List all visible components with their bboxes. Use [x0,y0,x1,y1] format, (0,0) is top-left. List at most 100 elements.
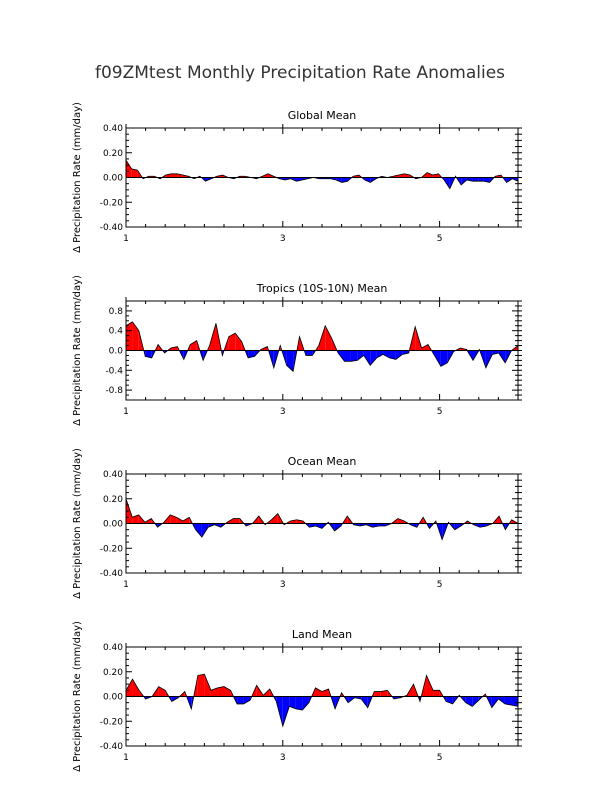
negative-anomaly-area [336,177,342,183]
x-tick-label: 5 [437,580,443,590]
positive-anomaly-area [235,333,242,351]
panel-1: -0.40 -0.20 0.00 0.20 0.40 1 3 5 Global Mean Δ Pr… [72,102,522,253]
x-tick-label: 3 [280,580,286,590]
x-tick-label: 5 [437,753,443,763]
negative-anomaly-area [243,696,251,704]
positive-anomaly-area [177,173,183,178]
y-tick-label: -0.4 [105,366,123,376]
negative-anomaly-area [478,177,484,182]
positive-anomaly-area [432,173,439,178]
negative-anomaly-area [376,350,384,358]
y-tick-label: 0.40 [103,124,123,134]
negative-anomaly-area [472,177,479,182]
y-tick-label: -0.20 [100,717,124,727]
negative-anomaly-area [454,523,462,530]
positive-anomaly-area [397,518,405,524]
y-axis-label: Δ Precipitation Rate (mm/day) [72,621,83,772]
negative-anomaly-area [195,523,202,538]
negative-anomaly-area [389,350,396,360]
negative-anomaly-area [237,696,244,704]
positive-anomaly-area [426,675,434,697]
x-tick-label: 3 [280,234,286,244]
negative-anomaly-area [364,177,371,183]
negative-anomaly-area [485,350,493,368]
positive-anomaly-area [228,333,236,351]
positive-anomaly-area [204,674,211,697]
y-axis-label: Δ Precipitation Rate (mm/day) [72,102,83,253]
negative-anomaly-area [201,523,209,538]
negative-anomaly-area [350,350,358,362]
negative-anomaly-area [440,350,448,367]
panels-group: -0.40 -0.20 0.00 0.20 0.40 1 3 5 Global Mean Δ Pr… [72,102,522,772]
x-tick-label: 1 [123,580,129,590]
positive-anomaly-area [176,517,183,524]
y-tick-label: -0.40 [100,223,124,233]
anomaly-line [125,321,519,373]
y-axis-label: Δ Precipitation Rate (mm/day) [72,275,83,426]
negative-anomaly-area [461,177,467,185]
x-tick-label: 1 [123,234,129,244]
x-tick-label: 5 [437,234,443,244]
anomaly-line [125,673,519,728]
y-tick-label: -0.20 [100,198,124,208]
negative-anomaly-area [465,696,473,707]
negative-anomaly-area [492,350,499,355]
positive-anomaly-area [170,346,178,351]
x-tick-label: 3 [280,753,286,763]
negative-anomaly-area [282,696,290,727]
positive-anomaly-area [433,690,440,697]
panel-title: Tropics (10S-10N) Mean [256,282,388,295]
panel-title: Ocean Mean [288,455,357,468]
negative-anomaly-area [395,350,403,360]
panel-4: -0.40 -0.20 0.00 0.20 0.40 1 3 5 Land Mean Δ Prec… [72,621,522,772]
positive-anomaly-area [404,173,411,178]
positive-anomaly-area [126,160,132,178]
negative-anomaly-area [344,350,351,362]
x-tick-label: 1 [123,753,129,763]
positive-anomaly-area [233,518,240,524]
anomaly-line [125,498,519,541]
negative-anomaly-area [378,523,386,526]
negative-anomaly-area [357,350,364,361]
y-tick-label: -0.40 [100,742,124,752]
negative-anomaly-area [363,350,371,366]
y-tick-label: 0.00 [103,174,123,184]
negative-anomaly-area [248,350,255,358]
positive-anomaly-area [315,687,322,697]
panel-title: Global Mean [288,109,357,122]
negative-anomaly-area [498,696,505,704]
negative-anomaly-area [504,696,512,706]
y-tick-label: -0.8 [105,386,123,396]
negative-anomaly-area [286,350,294,372]
negative-anomaly-area [334,523,341,531]
x-tick-label: 5 [437,407,443,417]
panel-2: -0.8 -0.4 0.0 0.4 0.8 1 3 5 Tropics (10S-10N) Me… [72,275,522,426]
positive-anomaly-area [132,679,140,697]
positive-anomaly-area [171,173,178,178]
negative-anomaly-area [370,350,377,366]
positive-anomaly-area [224,686,231,697]
positive-anomaly-area [380,690,388,697]
negative-anomaly-area [402,350,409,355]
negative-anomaly-area [145,350,152,358]
positive-anomaly-area [271,513,278,524]
positive-anomaly-area [374,691,381,697]
negative-anomaly-area [296,177,303,182]
panel-3: -0.40 -0.20 0.00 0.20 0.40 1 3 5 Ocean Mean Δ Pre… [72,448,522,599]
figure-title: f09ZMtest Monthly Precipitation Rate Ano… [95,63,505,83]
y-axis-label: Δ Precipitation Rate (mm/day) [72,448,83,599]
positive-anomaly-area [190,340,197,351]
positive-anomaly-area [427,172,433,178]
positive-anomaly-area [158,686,166,697]
x-tick-label: 3 [280,407,286,417]
positive-anomaly-area [182,517,190,524]
anomaly-line [125,159,519,190]
negative-anomaly-area [302,696,309,711]
y-tick-label: 0.20 [103,149,123,159]
positive-anomaly-area [165,173,172,178]
x-tick-label: 1 [123,407,129,417]
positive-anomaly-area [217,686,224,697]
negative-anomaly-area [472,696,479,707]
panel-title: Land Mean [292,628,352,641]
